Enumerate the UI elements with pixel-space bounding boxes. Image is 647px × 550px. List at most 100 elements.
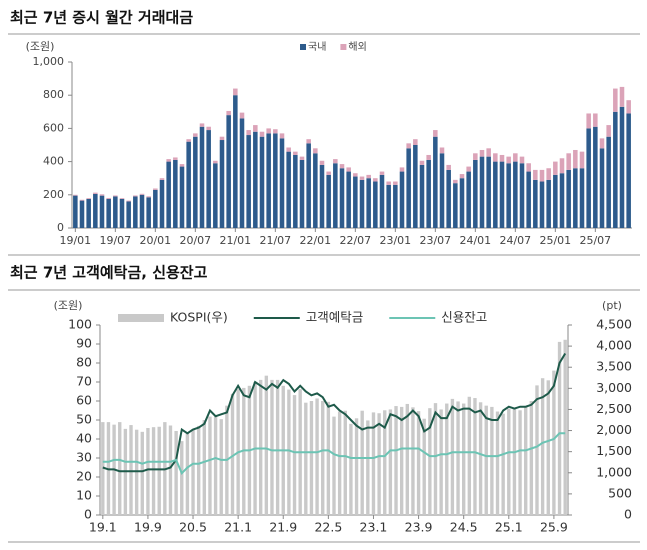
bar bbox=[173, 159, 178, 228]
bar bbox=[360, 410, 364, 515]
bar bbox=[563, 339, 567, 515]
bar bbox=[326, 174, 331, 228]
y2-tick-label: 0 bbox=[624, 507, 632, 522]
bar bbox=[501, 413, 505, 515]
bar bbox=[473, 398, 477, 515]
bar bbox=[495, 411, 500, 515]
legend-label: 해외 bbox=[348, 40, 366, 53]
bar bbox=[539, 169, 545, 182]
bar bbox=[186, 139, 191, 142]
bar bbox=[266, 128, 271, 134]
bar bbox=[259, 131, 265, 137]
y-tick-label: 30 bbox=[76, 450, 92, 465]
bar bbox=[306, 143, 311, 228]
bar bbox=[626, 113, 631, 228]
bar bbox=[279, 133, 285, 139]
y-tick-label: 0 bbox=[84, 507, 92, 522]
bar bbox=[146, 428, 150, 515]
bar bbox=[319, 160, 325, 165]
x-tick-label: 20.5 bbox=[179, 520, 207, 535]
bar bbox=[566, 153, 571, 170]
bar bbox=[287, 389, 291, 515]
bar bbox=[202, 420, 207, 515]
bar bbox=[479, 156, 485, 228]
bar bbox=[275, 379, 280, 515]
bar bbox=[293, 154, 298, 228]
bar bbox=[546, 168, 551, 180]
bar bbox=[557, 341, 562, 515]
bar bbox=[518, 410, 522, 515]
y-tick-label: 10 bbox=[76, 488, 92, 503]
x-tick-label: 19/07 bbox=[99, 234, 131, 247]
bar bbox=[319, 164, 325, 228]
bar bbox=[313, 153, 318, 228]
bar bbox=[193, 136, 198, 228]
bar bbox=[186, 141, 191, 228]
bar bbox=[326, 401, 331, 515]
bar bbox=[106, 198, 111, 228]
bar bbox=[199, 126, 205, 228]
bar bbox=[279, 138, 285, 228]
bar bbox=[299, 159, 305, 228]
bar bbox=[499, 161, 505, 228]
x-tick-label: 21.1 bbox=[224, 520, 252, 535]
bar bbox=[113, 196, 118, 228]
bar bbox=[459, 178, 465, 228]
bar bbox=[239, 118, 245, 228]
bar bbox=[193, 133, 198, 137]
chart-panel: 최근 7년 증시 월간 거래대금 (조원) 0 200 400 600 800 1,000 19… bbox=[10, 9, 632, 247]
legend-label: 국내 bbox=[308, 41, 326, 53]
bar bbox=[140, 431, 144, 515]
x-tick-label: 21.9 bbox=[269, 520, 297, 535]
bar bbox=[146, 197, 151, 228]
bar bbox=[359, 179, 365, 228]
bar bbox=[493, 153, 498, 162]
bar bbox=[371, 412, 376, 515]
x-tick-label: 23/01 bbox=[379, 234, 411, 247]
bar bbox=[86, 198, 91, 199]
bar bbox=[559, 173, 565, 228]
bar bbox=[86, 198, 91, 228]
bar bbox=[519, 156, 525, 164]
bar bbox=[524, 406, 528, 515]
legend-label: 신용잔고 bbox=[441, 310, 487, 325]
bar bbox=[453, 183, 458, 228]
y-tick-label: 90 bbox=[76, 336, 92, 351]
bar bbox=[359, 176, 365, 180]
x-tick-label: 22/01 bbox=[299, 234, 331, 247]
y-tick-label: 40 bbox=[76, 431, 92, 446]
bar bbox=[619, 106, 625, 228]
bar bbox=[313, 148, 318, 154]
bar bbox=[246, 130, 251, 136]
bar bbox=[433, 403, 438, 515]
bar bbox=[146, 196, 151, 198]
bar bbox=[354, 418, 359, 515]
bar bbox=[416, 411, 421, 515]
bar bbox=[456, 401, 460, 515]
y-tick-label: 600 bbox=[43, 121, 64, 134]
bar bbox=[126, 201, 131, 228]
bar bbox=[606, 125, 611, 137]
bar bbox=[579, 168, 585, 228]
x-tick-label: 25/07 bbox=[579, 234, 611, 247]
bar bbox=[546, 380, 550, 515]
bar bbox=[566, 169, 571, 228]
bar bbox=[99, 194, 105, 196]
y-tick-label: 60 bbox=[76, 393, 92, 408]
bar bbox=[270, 379, 274, 515]
bar bbox=[239, 112, 245, 119]
bar bbox=[540, 378, 545, 515]
y-tick-label: 200 bbox=[43, 188, 64, 201]
y-tick-label: 1,000 bbox=[33, 55, 65, 68]
y2-tick-label: 2,000 bbox=[596, 422, 632, 437]
bar bbox=[599, 138, 605, 149]
bar bbox=[506, 163, 511, 228]
bar bbox=[191, 429, 195, 515]
bar bbox=[126, 200, 131, 202]
bar bbox=[419, 160, 425, 165]
bar bbox=[173, 157, 178, 160]
bar bbox=[552, 370, 556, 515]
bar bbox=[467, 396, 472, 515]
bar bbox=[159, 178, 165, 180]
line bbox=[102, 352, 567, 473]
